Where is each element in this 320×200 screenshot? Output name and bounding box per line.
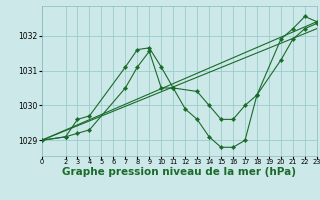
X-axis label: Graphe pression niveau de la mer (hPa): Graphe pression niveau de la mer (hPa) — [62, 167, 296, 177]
